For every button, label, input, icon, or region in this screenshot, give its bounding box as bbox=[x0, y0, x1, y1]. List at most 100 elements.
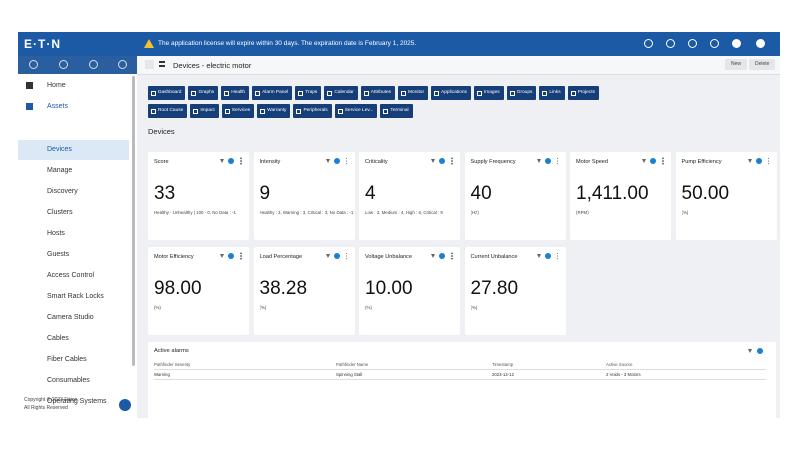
help-icon[interactable] bbox=[732, 39, 741, 48]
nav-item[interactable]: Consumables bbox=[47, 377, 90, 384]
delete-button[interactable]: Delete bbox=[749, 59, 776, 70]
menu-icon[interactable] bbox=[89, 60, 98, 69]
tab[interactable]: Dashboard bbox=[148, 86, 186, 100]
tab[interactable]: Impact bbox=[190, 104, 219, 118]
new-button[interactable]: New bbox=[725, 59, 748, 70]
more-menu[interactable] bbox=[345, 157, 347, 165]
back-button[interactable] bbox=[145, 60, 154, 69]
info-badge[interactable] bbox=[333, 253, 340, 259]
more-menu[interactable] bbox=[345, 252, 347, 260]
filter-icon[interactable] bbox=[325, 159, 330, 163]
tab-label: Services bbox=[231, 108, 251, 113]
filter-icon[interactable] bbox=[325, 254, 330, 258]
logo[interactable]: E·T·N bbox=[24, 37, 61, 51]
alert-icon[interactable] bbox=[666, 39, 675, 48]
tab[interactable]: Root Cause bbox=[148, 104, 188, 118]
nav-item[interactable]: Smart Rack Locks bbox=[47, 293, 104, 300]
tab[interactable]: Links bbox=[539, 86, 565, 100]
info-badge[interactable] bbox=[333, 158, 340, 164]
card-title: Pump Efficiency bbox=[681, 159, 722, 165]
info-badge[interactable] bbox=[228, 253, 234, 259]
tab[interactable]: Projects bbox=[567, 86, 599, 100]
tab-label: Monitor bbox=[408, 90, 425, 95]
tab[interactable]: Attributes bbox=[360, 86, 396, 100]
nav-item[interactable]: Cables bbox=[47, 335, 69, 342]
tab-label: Links bbox=[549, 90, 561, 95]
nav-item[interactable]: Access Control bbox=[47, 272, 95, 279]
tab-icon bbox=[434, 90, 440, 96]
nav-item[interactable]: Operating Systems bbox=[47, 398, 107, 405]
copyright: Copyright © 2023 Eaton. bbox=[24, 397, 79, 403]
filter-icon[interactable] bbox=[536, 254, 541, 258]
tab[interactable]: Health bbox=[221, 86, 250, 100]
info-badge[interactable] bbox=[757, 348, 763, 354]
tab[interactable]: Services bbox=[221, 104, 255, 118]
updates-icon[interactable] bbox=[688, 39, 697, 48]
filter-icon[interactable] bbox=[642, 159, 646, 163]
user-icon[interactable] bbox=[756, 39, 765, 48]
menu-icon[interactable] bbox=[159, 61, 165, 67]
cell: 2023-12-12 bbox=[492, 372, 514, 377]
filter-icon[interactable] bbox=[431, 159, 435, 163]
tab[interactable]: Groups bbox=[506, 86, 537, 100]
scrollbar bbox=[132, 76, 135, 366]
nav-item[interactable]: Discovery bbox=[47, 188, 78, 195]
more-menu[interactable] bbox=[240, 252, 242, 260]
nav-item[interactable]: Home bbox=[47, 82, 66, 89]
nav-item[interactable]: Assets bbox=[47, 103, 69, 110]
tab[interactable]: Images bbox=[473, 86, 504, 100]
filter-icon[interactable] bbox=[536, 159, 541, 163]
tab-icon bbox=[193, 108, 199, 114]
notification-icon[interactable] bbox=[644, 39, 653, 48]
nav-item[interactable]: Clusters bbox=[47, 209, 73, 216]
network-icon[interactable] bbox=[59, 60, 68, 69]
apps-icon[interactable] bbox=[29, 60, 38, 69]
star-icon[interactable] bbox=[118, 60, 127, 69]
nav-item[interactable]: Hosts bbox=[47, 230, 65, 237]
tab[interactable]: Warranty bbox=[257, 104, 291, 118]
search-icon[interactable] bbox=[710, 39, 719, 48]
tab[interactable]: Peripherals bbox=[293, 104, 332, 118]
filter-icon[interactable] bbox=[747, 159, 752, 163]
info-badge[interactable] bbox=[755, 158, 762, 164]
tab[interactable]: Alarm Panel bbox=[252, 86, 293, 100]
info-badge[interactable] bbox=[228, 158, 234, 164]
more-menu[interactable] bbox=[556, 252, 558, 260]
tab[interactable]: Applications bbox=[431, 86, 471, 100]
filter-icon[interactable] bbox=[220, 254, 224, 258]
more-menu[interactable] bbox=[767, 157, 769, 165]
collapse-button[interactable] bbox=[119, 399, 131, 411]
more-menu[interactable] bbox=[451, 157, 453, 165]
nav-item[interactable]: Guests bbox=[47, 251, 70, 258]
filter-icon[interactable] bbox=[220, 159, 224, 163]
tab[interactable]: Service Lev... bbox=[334, 104, 378, 118]
more-menu[interactable] bbox=[662, 157, 664, 165]
card-value: 98.00 bbox=[154, 278, 202, 299]
filter-icon[interactable] bbox=[748, 349, 752, 353]
info-badge[interactable] bbox=[439, 253, 445, 259]
info-badge[interactable] bbox=[650, 158, 656, 164]
tab[interactable]: Terminal bbox=[380, 104, 413, 118]
metric-card: Voltage Unbalance 10.00 (%) bbox=[359, 247, 460, 335]
filter-icon[interactable] bbox=[431, 254, 435, 258]
tab[interactable]: Monitor bbox=[398, 86, 429, 100]
nav-item[interactable]: Camera Studio bbox=[47, 314, 94, 321]
more-menu[interactable] bbox=[240, 157, 242, 165]
tab[interactable]: Calendar bbox=[324, 86, 358, 100]
nav-item[interactable]: Devices bbox=[18, 140, 129, 160]
nav-item[interactable]: Fiber Cables bbox=[47, 356, 87, 363]
tab-label: Projects bbox=[577, 90, 595, 95]
tab-icon bbox=[570, 90, 576, 96]
tab-label: Alarm Panel bbox=[262, 90, 289, 95]
nav-item[interactable]: Manage bbox=[47, 167, 73, 174]
more-menu[interactable] bbox=[556, 157, 558, 165]
tab[interactable]: Graphs bbox=[188, 86, 219, 100]
info-badge[interactable] bbox=[544, 253, 551, 259]
info-badge[interactable] bbox=[544, 158, 551, 164]
card-note: (%) bbox=[365, 305, 372, 310]
card-title: Score bbox=[154, 159, 169, 165]
tab-label: Groups bbox=[516, 90, 533, 95]
more-menu[interactable] bbox=[451, 252, 453, 260]
info-badge[interactable] bbox=[439, 158, 445, 164]
tab[interactable]: Traps bbox=[295, 86, 322, 100]
